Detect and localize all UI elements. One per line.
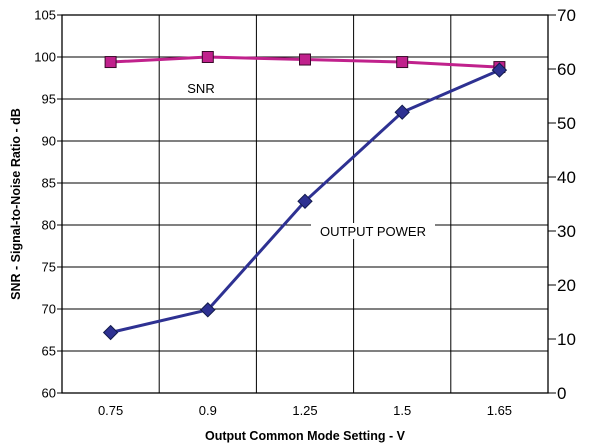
- output-power-point: [394, 104, 410, 120]
- snr-point: [201, 51, 214, 63]
- x-tick-label: 1.5: [393, 403, 411, 418]
- y-right-tick-label: 70: [557, 6, 576, 25]
- grid: [62, 14, 548, 394]
- y-right-tick-label: 30: [557, 222, 576, 241]
- x-tick-label: 1.25: [292, 403, 317, 418]
- plot-frame: [61, 14, 549, 394]
- y-right-tick-label: 40: [557, 168, 576, 187]
- y-left-tick-label: 95: [42, 92, 56, 107]
- y-right-tick-label: 0: [557, 384, 566, 403]
- output-power-point: [297, 193, 313, 210]
- y-left-tick-label: 60: [42, 386, 56, 401]
- snr-point: [299, 53, 311, 66]
- x-tick-label: 0.75: [98, 403, 123, 418]
- axes: [57, 14, 556, 394]
- series-layer: [102, 51, 508, 341]
- y-left-tick-label: 80: [42, 218, 56, 233]
- annotation-backdrop: [311, 223, 435, 239]
- snr-point: [104, 56, 117, 69]
- y-right-tick-label: 50: [557, 114, 576, 133]
- y-right-tick-label: 60: [557, 60, 576, 79]
- output-power-point: [102, 324, 119, 341]
- x-axis-title: Output Common Mode Setting - V: [205, 429, 406, 443]
- annotation-output-power: OUTPUT POWER: [320, 224, 426, 239]
- labels: 60 65 70 75 80 85 90 95 100 105 0 10 20 30 40 50 60 70 0.7…: [9, 6, 576, 443]
- x-tick-label: 0.9: [199, 403, 217, 418]
- y-left-tick-label: 105: [34, 8, 56, 23]
- y-left-tick-label: 65: [42, 344, 56, 359]
- snr-point: [396, 56, 409, 69]
- y-right-tick-label: 20: [557, 276, 576, 295]
- output-power-point: [491, 62, 508, 78]
- y-left-tick-label: 85: [42, 176, 56, 191]
- y-left-tick-label: 75: [42, 260, 56, 275]
- x-tick-label: 1.65: [487, 403, 512, 418]
- y-left-axis-title: SNR - Signal-to-Noise Ratio - dB: [9, 108, 23, 300]
- y-left-tick-label: 100: [34, 50, 56, 65]
- y-left-tick-label: 70: [42, 302, 56, 317]
- y-left-tick-label: 90: [42, 134, 56, 149]
- y-right-tick-label: 10: [557, 330, 576, 349]
- output-power-point: [200, 302, 216, 318]
- annotation-snr: SNR: [187, 81, 214, 96]
